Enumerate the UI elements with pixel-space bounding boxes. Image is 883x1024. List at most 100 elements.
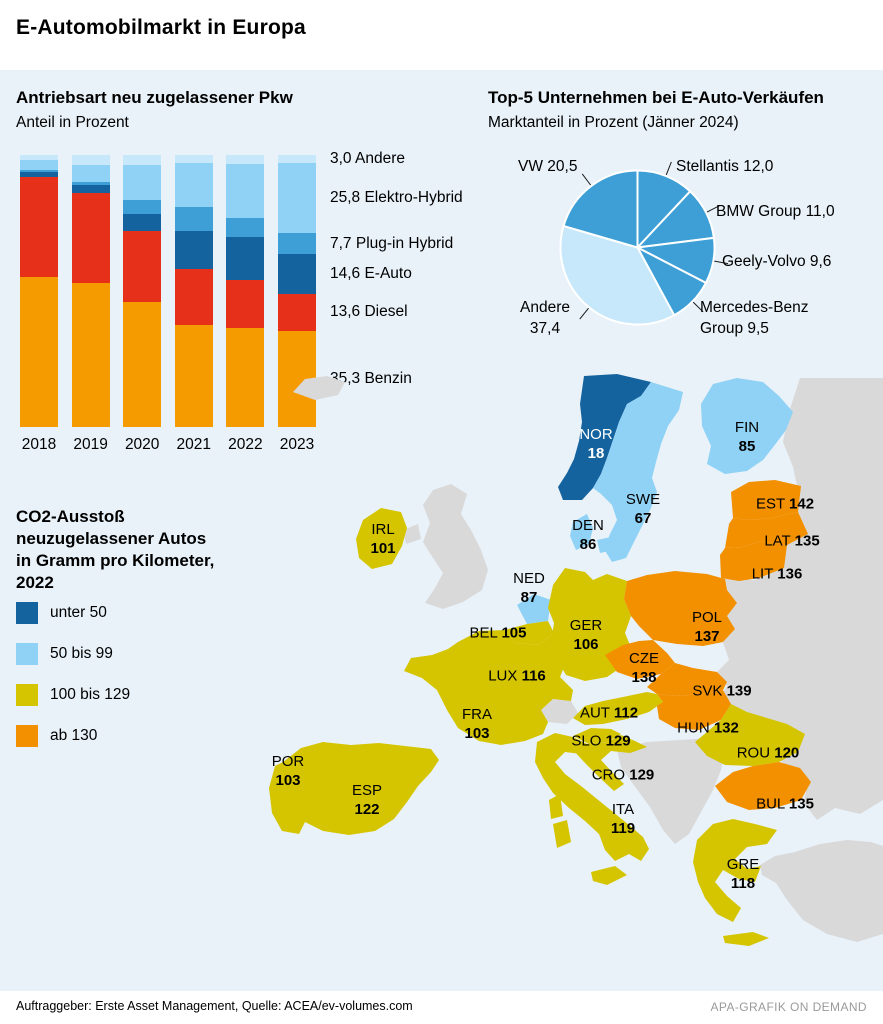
bar-segment-2019-elektro-hybrid [71,164,110,183]
map-label-value-swe: 67 [634,510,652,527]
bar-2020 [123,155,162,427]
landmass-turkey [760,840,883,942]
map-country-svk [647,663,727,696]
map-label-code-nor: NOR [579,426,613,443]
map-label-code-fin: FIN [734,419,760,436]
bar-segment-2021-plug-in-hybrid [174,206,213,232]
bar-segment-2022-e-auto [226,236,265,281]
map-label-code-rou: ROU [736,744,771,762]
map-label-rou: ROU 120 [737,744,800,763]
map-country-aut [573,692,663,725]
bar-segment-2019-benzin [71,282,110,427]
bar-segment-2020-e-auto [123,214,162,232]
map-label-por: POR 103 [272,752,305,790]
map-label-value-nor: 18 [587,445,605,462]
pie-callout-vw [581,173,592,186]
map-country-slo [573,728,621,743]
map-label-value-pol: 137 [694,628,720,645]
bar-segment-2023-andere [277,155,316,164]
map-label-value-fin: 85 [738,438,756,455]
legend-swatch-b100_129 [16,684,38,706]
map-label-svk: SVK 139 [692,682,751,701]
legend-item-ab130: ab 130 [16,725,130,747]
map-country-den [570,514,593,550]
bar-segment-2021-diesel [174,269,213,325]
map-label-code-pol: POL [691,609,723,626]
map-label-ita: ITA 119 [611,800,635,838]
legend-label-ab130: ab 130 [50,727,98,744]
map-country-lit [720,541,787,581]
map-label-code-lux: LUX [488,667,518,685]
segment-label-andere: 3,0 Andere [330,150,405,168]
bar-segment-2022-andere [226,155,265,165]
map-country-lat [725,512,808,548]
pie-callout-mercedes-benz-group [692,301,704,313]
legend-label-b100_129: 100 bis 129 [50,686,131,703]
bar-segment-2021-e-auto [174,231,213,270]
map-country-bel [505,621,554,645]
pie-label-geely-volvo: Geely-Volvo 9,6 [722,253,832,270]
europe-map: NOR 18 SWE 67 FIN 85 DEN 86 NED 87 IRL 101 POR 103 FRA… [255,372,883,987]
bar-segment-2018-elektro-hybrid [20,160,58,170]
bar-segment-2019-andere [71,155,110,165]
bar-chart-subtitle: Anteil in Prozent [16,114,129,131]
map-label-ger: GER 106 [570,616,603,654]
map-label-esp: ESP 122 [352,781,382,819]
segment-label-elektro-hybrid: 25,8 Elektro-Hybrid [330,189,463,207]
map-label-irl: IRL 101 [370,520,395,558]
bar-segment-2019-plug-in-hybrid [71,182,110,186]
landmass-iceland [293,376,345,400]
map-label-value-cze: 138 [631,669,657,686]
bar-segment-2020-andere [123,155,162,166]
bar-segment-2021-benzin [174,325,213,427]
map-country-fra-corsica [549,794,563,819]
map-country-fin [701,378,793,474]
legend-item-b50_99: 50 bis 99 [16,643,130,665]
map-label-code-lit: LIT [751,565,774,583]
bar-segment-2022-plug-in-hybrid [226,218,265,237]
map-country-cro [573,735,647,791]
map-label-gre: GRE 118 [727,855,760,893]
map-label-code-ned: NED [513,570,545,587]
year-label-2018: 2018 [21,436,57,453]
bar-segment-2018-andere [20,155,58,161]
bar-segment-2021-elektro-hybrid [174,163,213,207]
map-country-hun [657,690,731,730]
map-label-den: DEN 86 [572,516,604,554]
map-label-code-bel: BEL [469,624,498,642]
page-title: E-Automobilmarkt in Europa [16,16,306,39]
pie-callout-bmw-group [706,205,720,213]
map-label-pol: POL 137 [692,608,722,646]
map-country-esp [281,742,439,835]
map-label-code-ita: ITA [611,801,635,818]
footer-source: Auftraggeber: Erste Asset Management, Qu… [16,999,413,1013]
bar-segment-2023-e-auto [277,254,316,294]
map-label-value-fra: 103 [464,725,490,742]
map-label-lit: LIT 136 [752,565,803,584]
segment-label-e-auto: 14,6 E-Auto [330,265,412,283]
map-label-value-ita: 119 [610,820,636,837]
bar-segment-2023-elektro-hybrid [277,163,316,234]
map-country-por [269,760,305,834]
pie-slice-andere [559,225,676,326]
landmass-balkans [617,738,725,844]
map-label-code-esp: ESP [351,782,383,799]
bar-segment-labels: 35,3 Benzin 13,6 Diesel 14,6 E-Auto 7,7 Plu… [330,150,495,427]
segment-label-diesel: 13,6 Diesel [330,303,408,321]
map-label-value-est: 142 [789,495,815,513]
map-label-value-esp: 122 [354,801,380,818]
legend-item-under50: unter 50 [16,602,130,624]
bar-segment-2018-diesel [20,176,58,278]
map-label-code-aut: AUT [579,704,610,722]
map-country-ned [517,594,551,624]
bar-segment-2019-diesel [71,193,110,283]
map-label-lat: LAT 135 [764,532,819,551]
map-label-value-lit: 136 [777,565,803,583]
map-label-fra: FRA 103 [462,705,492,743]
map-label-slo: SLO 129 [571,732,630,751]
legend-swatch-b50_99 [16,643,38,665]
map-label-bel: BEL 105 [470,624,527,643]
landmass-northern-ireland [403,524,421,544]
map-country-ita-sicily [591,866,627,885]
bar-segment-2019-e-auto [71,185,110,194]
